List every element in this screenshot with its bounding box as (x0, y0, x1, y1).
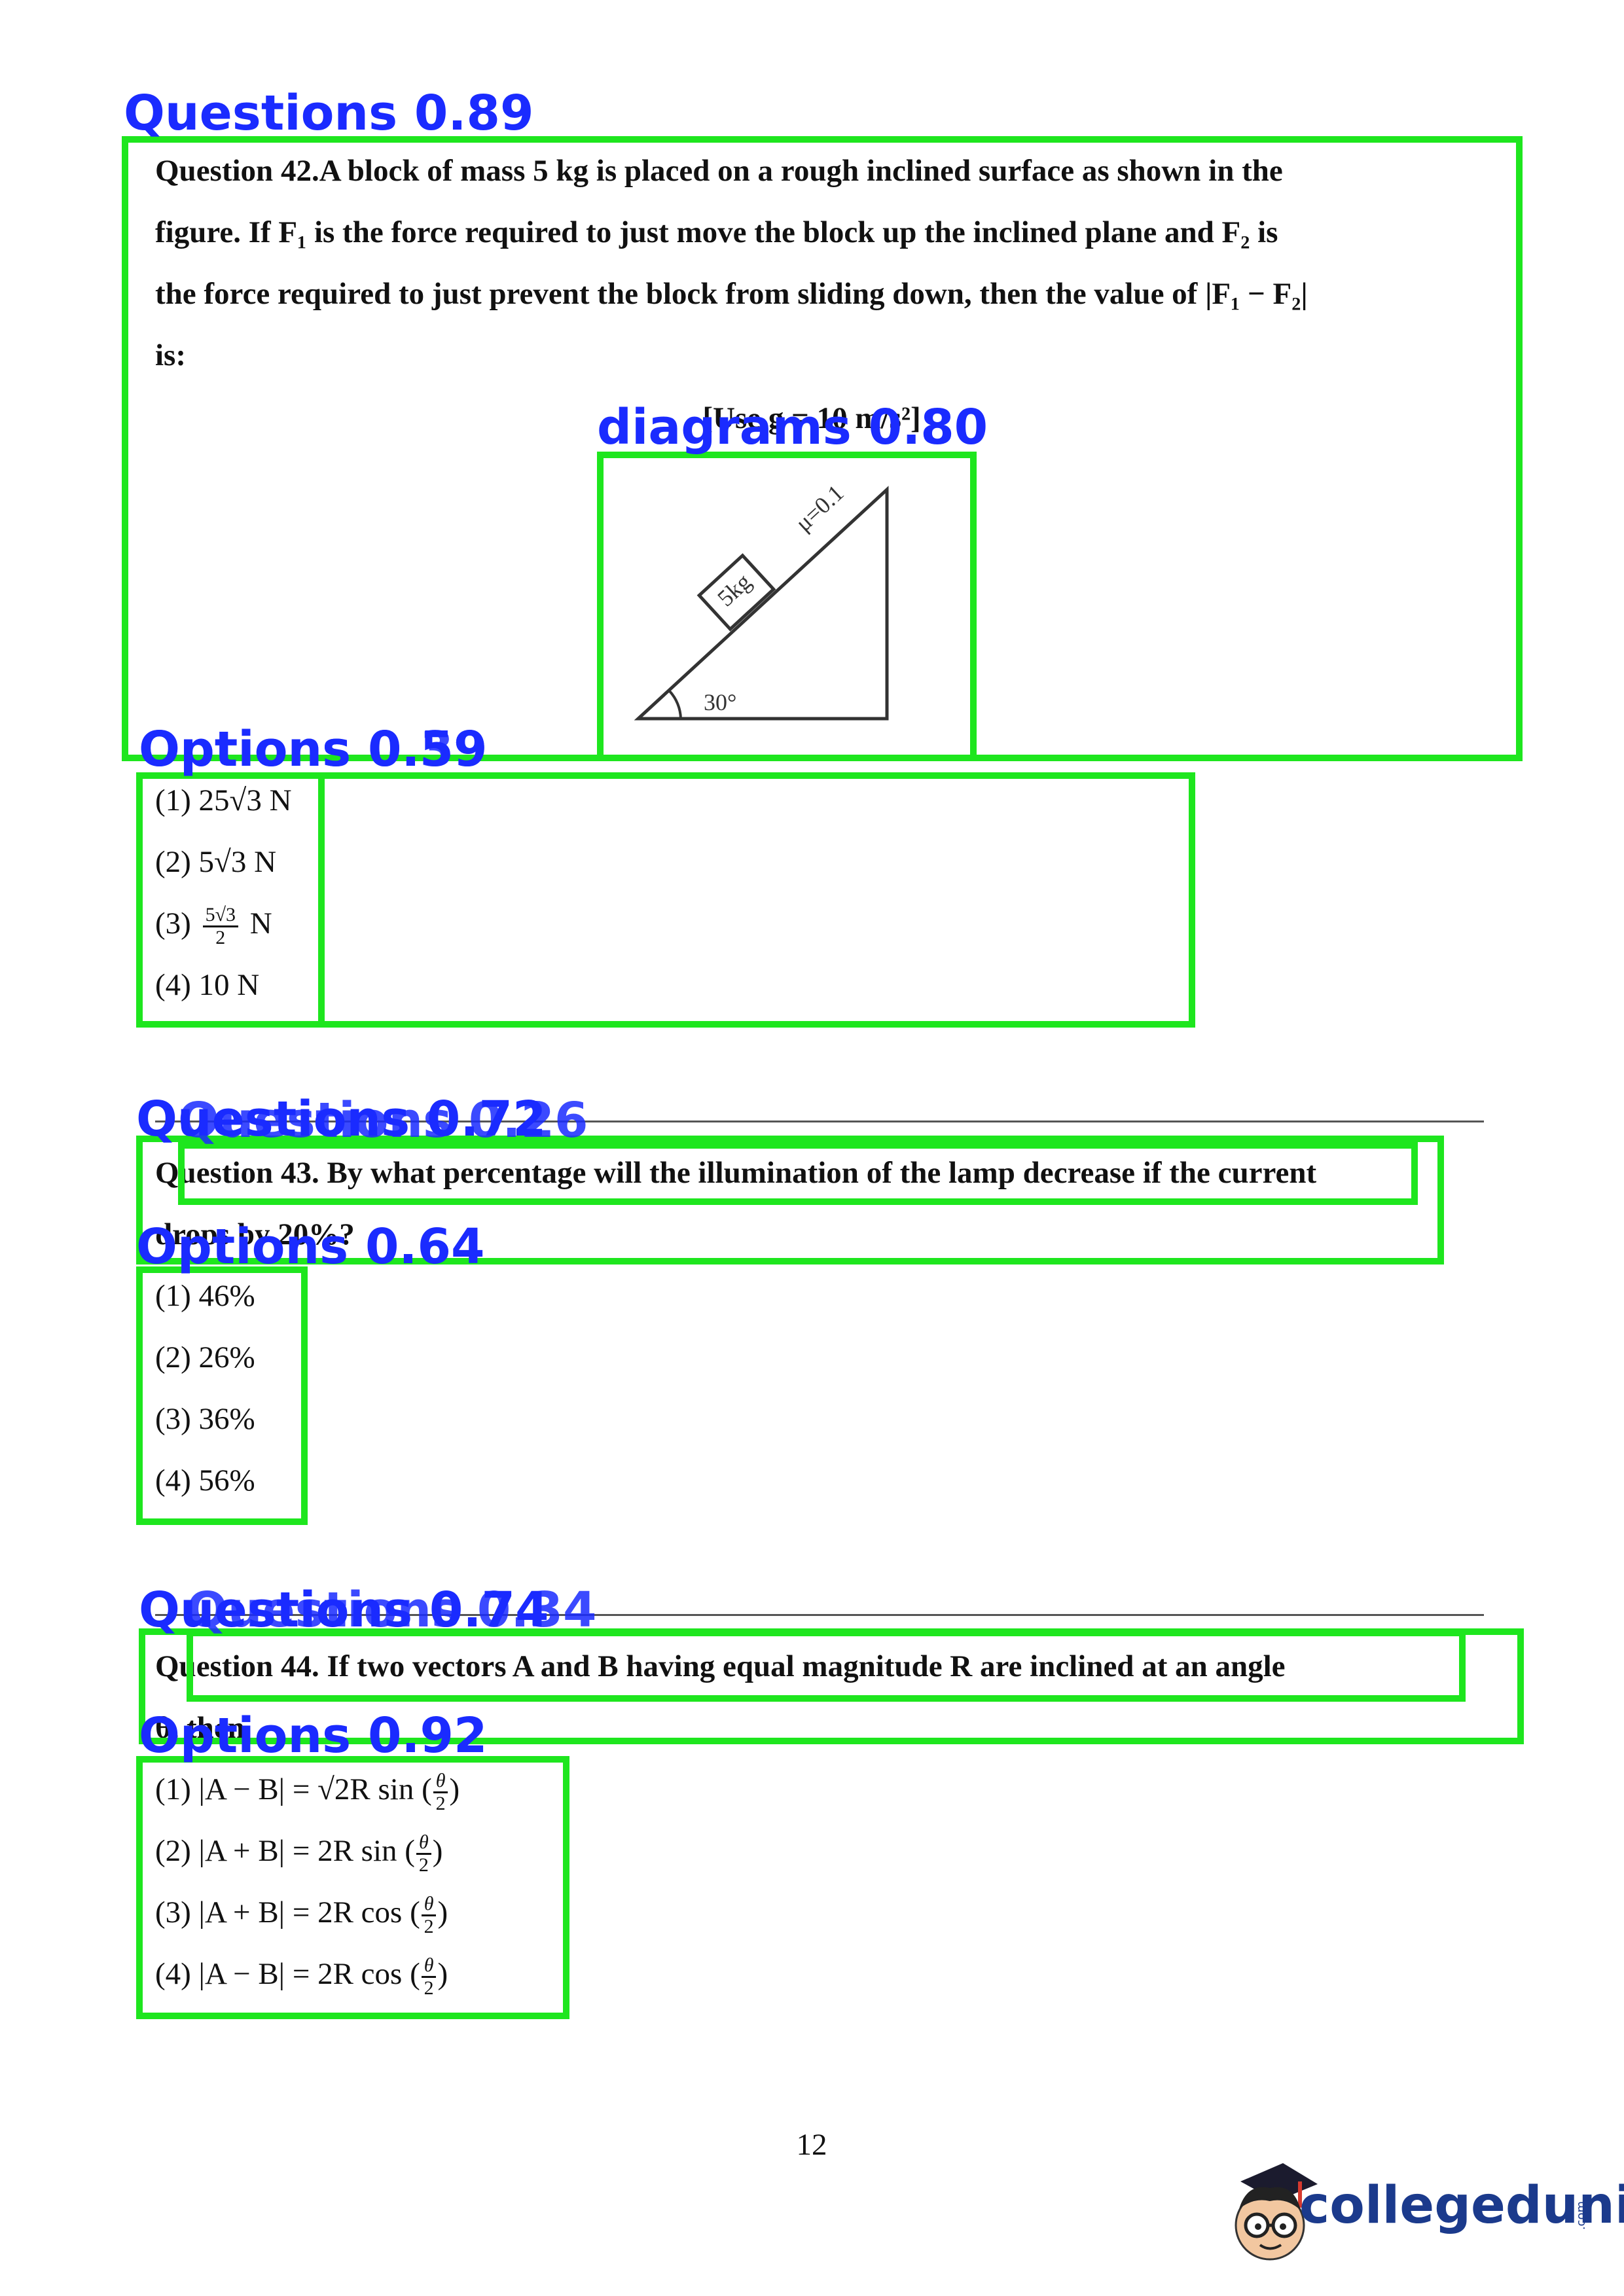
incline-triangle (634, 486, 889, 721)
logo-wordmark: collegedunia (1299, 2176, 1624, 2235)
block-5kg (696, 553, 776, 632)
q44-option-1: (1) |A − B| = √2R sin (θ 2) (155, 1769, 460, 1814)
angle-label: 30° (704, 689, 736, 715)
label-diagrams: diagrams 0.80 (597, 399, 988, 456)
incline-diagram: 5kg μ=0.1 30° (634, 480, 889, 721)
label-questions-q44-a: Questions 0.74 (139, 1582, 549, 1638)
q43-option-3: (3) 36% (155, 1402, 255, 1436)
q42-line-3: the force required to just prevent the b… (155, 277, 1308, 311)
q43-line-1: Question 43. By what percentage will the… (155, 1156, 1317, 1190)
label-questions-q42: Questions 0.89 (124, 85, 534, 141)
label-options-a: Options 0.59 (139, 721, 488, 778)
logo-com: .com (1574, 2201, 1588, 2231)
angle-arc (668, 690, 682, 719)
mascot-icon (1235, 2163, 1318, 2261)
q44-option-2: (2) |A + B| = 2R sin (θ 2) (155, 1831, 443, 1876)
q44-option-4: (4) |A − B| = 2R cos (θ 2) (155, 1954, 448, 1999)
label-questions-q43-b: Questions 0.26 (178, 1092, 588, 1149)
page-number: 12 (796, 2128, 827, 2162)
q43-option-1: (1) 46% (155, 1279, 255, 1313)
q43-option-2: (2) 26% (155, 1340, 255, 1374)
q43-line-2: drops by 20%? (155, 1217, 355, 1251)
q42-option-2: (2) 5√3 N (155, 845, 277, 879)
q43-option-4: (4) 56% (155, 1463, 255, 1498)
label-questions-q43-a: Questions 0.72 (136, 1091, 547, 1147)
q42-line-1: Question 42.A block of mass 5 kg is plac… (155, 154, 1283, 188)
detection-box-options-q44 (136, 1756, 569, 2019)
detection-box-diagram (597, 452, 977, 761)
collegedunia-logo: collegedunia .com (1221, 2150, 1624, 2274)
q42-line-2: figure. If F₁ is the force required to j… (155, 215, 1278, 249)
q42-option-1: (1) 25√3 N (155, 783, 292, 817)
detection-box-options-q42-narrow (136, 772, 325, 1028)
q42-option-3-fraction: 5√3 2 (202, 904, 239, 948)
detection-box-questions-q43-inner (178, 1142, 1418, 1205)
label-questions-q44-b: Questions 0.34 (187, 1582, 597, 1638)
q44-line-1: Question 44. If two vectors A and B havi… (155, 1649, 1286, 1683)
detection-box-questions-q43-outer (136, 1136, 1444, 1265)
label-options-b: Options 0.39 (139, 721, 488, 778)
detection-box-options-q43 (136, 1266, 308, 1525)
q42-option-3: (3) 5√3 2 N (155, 903, 272, 948)
q44-option-3: (3) |A + B| = 2R cos (θ 2) (155, 1892, 448, 1937)
divider-q43 (155, 1121, 1484, 1122)
q42-option-4: (4) 10 N (155, 968, 260, 1002)
detection-box-questions-q44-inner (187, 1630, 1466, 1702)
q42-line-4: is: (155, 338, 186, 372)
q42-hint: [Use g = 10 m/s²] (702, 401, 921, 435)
label-options-q44: Options 0.92 (139, 1708, 488, 1764)
label-options-q43: Options 0.64 (136, 1219, 485, 1275)
divider-q44 (155, 1614, 1484, 1616)
